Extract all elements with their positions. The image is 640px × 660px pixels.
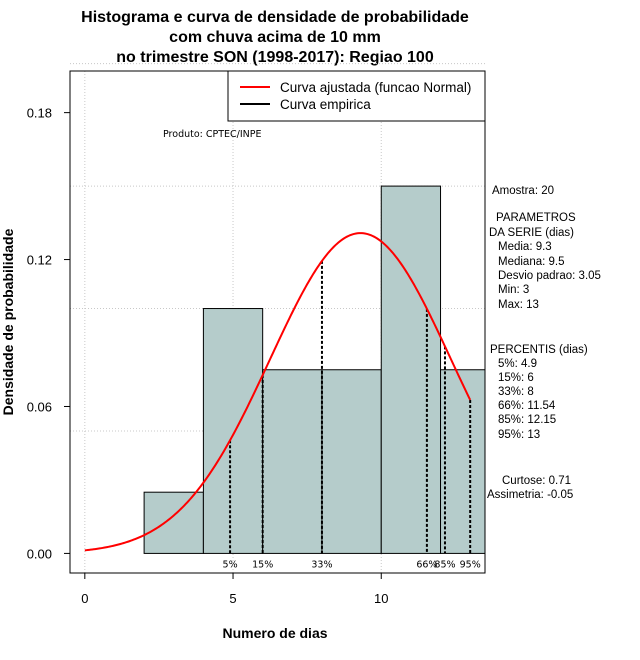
chart-title-line-2: com chuva acima de 10 mm (169, 29, 381, 46)
chart-title-line-1: Histograma e curva de densidade de proba… (81, 9, 469, 26)
stat-p95: 95%: 13 (498, 429, 540, 441)
stat-mean: Media: 9.3 (498, 241, 552, 253)
stat-p33: 33%: 8 (498, 386, 534, 398)
normal-curve (84, 232, 472, 552)
histogram-bar-1 (202, 308, 264, 554)
legend-box (227, 70, 486, 122)
stat-p85: 85%: 12.15 (498, 414, 556, 426)
histogram-bar-2 (262, 369, 323, 554)
stat-params-header: PARAMETROS (496, 212, 576, 224)
x-axis-title: Numero de dias (222, 625, 327, 641)
stat-p5: 5%: 4.9 (498, 358, 537, 370)
percentile-label-2: 33% (311, 559, 332, 570)
stat-params-sub: DA SERIE (dias) (489, 227, 574, 239)
x-tick-label-2: 10 (374, 591, 388, 606)
stat-min: Min: 3 (498, 284, 529, 296)
chart-title-line-3: no trimestre SON (1998-2017): Regiao 100 (116, 49, 434, 66)
product-note: Produto: CPTEC/INPE (163, 129, 262, 140)
y-tick-label-2: 0.12 (27, 253, 52, 268)
stat-sample: Amostra: 20 (492, 185, 554, 197)
percentile-lines: 5% 15% 33% 66%85% 95% (223, 260, 481, 570)
histogram-bar-3 (321, 369, 382, 554)
x-tick-label-1: 5 (229, 591, 236, 606)
percentile-label-4: 85% (434, 559, 455, 570)
legend-label-empirical: Curva empirica (280, 97, 371, 112)
stat-percentis-header: PERCENTIS (dias) (490, 344, 588, 356)
x-tick-label-0: 0 (81, 591, 88, 606)
legend: Curva ajustada (funcao Normal) Curva emp… (227, 70, 486, 122)
stat-p66: 66%: 11.54 (498, 400, 556, 412)
stat-sd: Desvio padrao: 3.05 (498, 270, 601, 282)
percentile-label-5: 95% (460, 559, 481, 570)
stat-max: Max: 13 (498, 299, 539, 311)
y-tick-label-0: 0.00 (27, 546, 52, 561)
stat-median: Mediana: 9.5 (498, 256, 565, 268)
histogram-bar-4 (380, 185, 442, 554)
percentile-label-1: 15% (252, 559, 273, 570)
stats-panel: Amostra: 20 PARAMETROS DA SERIE (dias) M… (487, 185, 601, 501)
histogram-bars (143, 185, 486, 554)
percentile-label-0: 5% (223, 559, 238, 570)
legend-label-normal: Curva ajustada (funcao Normal) (280, 80, 471, 95)
y-axis-title: Densidade de probabilidade (0, 228, 16, 415)
y-tick-label-1: 0.06 (27, 399, 52, 414)
stat-skewness: Assimetria: -0.05 (487, 489, 573, 501)
percentile-label-3: 66% (416, 559, 437, 570)
histogram-bar-0 (143, 491, 204, 554)
y-tick-label-3: 0.18 (27, 106, 52, 121)
axis-ticks: 0 5 10 0.00 0.06 0.12 0.18 (27, 106, 389, 606)
stat-p15: 15%: 6 (498, 372, 534, 384)
stat-kurtosis: Curtose: 0.71 (502, 475, 571, 487)
histogram-bar-5 (440, 369, 486, 554)
